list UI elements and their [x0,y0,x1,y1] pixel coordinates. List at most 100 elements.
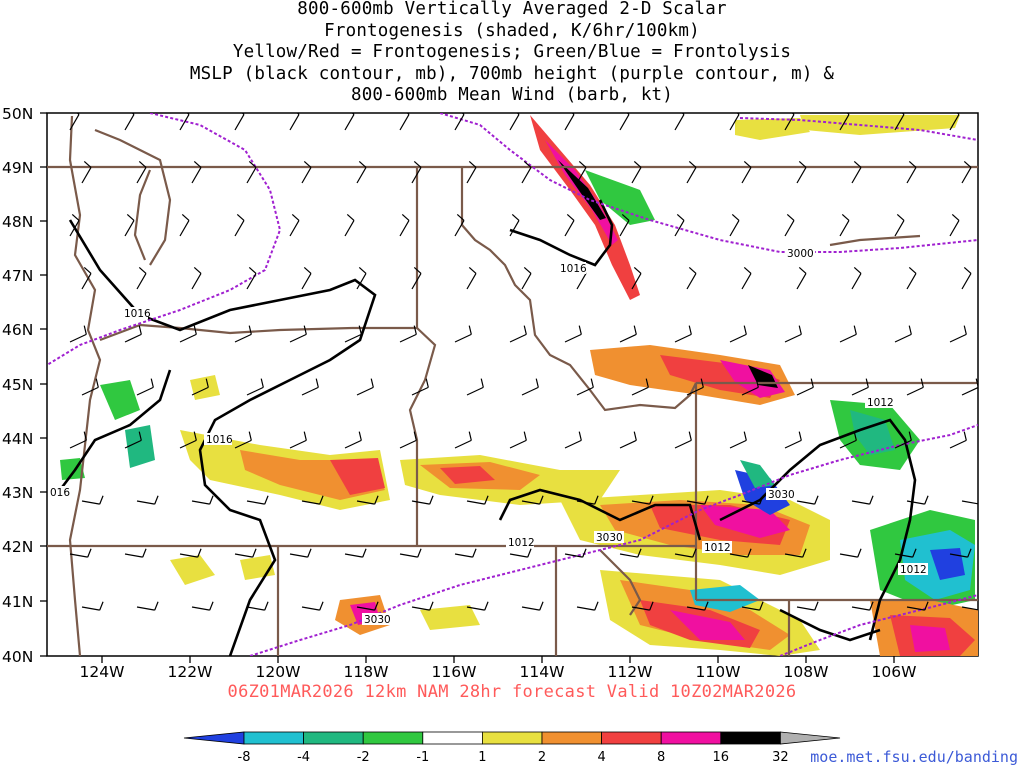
wind-barb-flag [621,213,630,221]
wind-barb-shaft [179,114,190,131]
colorbar-swatch [422,731,483,745]
wind-barb-shaft [686,167,697,184]
colorbar-label: 8 [657,750,665,765]
wind-barb-shaft [356,273,367,290]
wind-barb-flag [539,601,544,611]
wind-barb-shaft [631,500,650,505]
colorbar-label: 2 [538,750,546,765]
wind-barb-shaft [839,439,857,449]
wind-barb-flag [700,378,704,388]
wind-barb-flag [484,601,489,611]
lat-label: 49N [2,159,33,177]
wind-barb-shaft [136,386,154,396]
wind-barb-flag [241,113,245,115]
wind-barb-flag [853,325,857,335]
wind-barb-flag [956,113,960,115]
wind-barb-flag [755,378,759,388]
wind-barb-flag [633,431,637,441]
wind-barb-flag [975,378,978,388]
wind-barb-flag [291,213,300,221]
wind-barb-flag [814,495,819,505]
wind-barb-flag [193,431,197,441]
wind-barb-shaft [344,439,362,449]
colorbar-swatch [243,731,304,745]
wind-barb-shaft [894,553,913,558]
wind-barb-flag [798,325,802,335]
wind-barb-shaft [454,333,472,343]
wind-barb-shaft [961,386,978,396]
wind-barb-shaft [179,220,190,237]
wind-barb-flag [429,495,434,505]
wind-barb-shaft [124,553,143,558]
wind-barb-shaft [191,386,209,396]
lon-label: 112W [608,663,653,681]
wind-barb-flag [83,266,92,274]
wind-barb-flag [516,113,520,115]
wind-barb-flag [95,378,99,388]
wind-barb-flag [429,601,434,611]
wind-barb-shaft [136,273,147,290]
wind-barb-shaft [81,273,92,290]
wind-barb-shaft [399,333,417,343]
wind-barb-shaft [796,606,815,611]
wind-barb-flag [704,495,709,505]
wind-barb-shaft [356,386,374,396]
colorbar-label: -4 [297,750,310,765]
lat-label: 46N [2,321,33,339]
wind-barb-flag [676,213,685,221]
wind-barb-shaft [564,114,575,131]
wind-barb-flag [571,113,575,115]
colorbar-label: 4 [597,750,605,765]
wind-barb-shaft [69,114,80,131]
wind-barb-shaft [521,606,540,611]
wind-barb-flag [688,431,692,441]
wind-barb-shaft [234,114,245,131]
wind-barb-shaft [246,167,257,184]
wind-barb-flag [358,325,362,335]
wind-barb-flag [523,266,532,274]
wind-barb-shaft [191,273,202,290]
wind-barb-shaft [729,220,740,237]
wind-barb-shaft [411,386,429,396]
wind-barb-flag [374,495,379,505]
state-borders [47,115,978,656]
wind-barb-shaft [564,439,582,449]
wind-barb-shaft [344,553,363,558]
wind-barb-flag [303,160,312,168]
wind-barb-flag [138,160,147,168]
mslp-label: 1016 [124,308,151,320]
colorbar-swatch [303,731,364,745]
wind-barb-flag [417,548,422,558]
wind-barb-shaft [301,500,320,505]
wind-barb-shaft [466,386,484,396]
wind-barb-flag [205,378,209,388]
wind-barb-shaft [81,500,100,505]
wind-barb-flag [865,378,869,388]
colorbar-swatch [481,731,543,745]
title-line-2: Frontogenesis (shaded, K/6hr/100km) [324,20,700,41]
wind-barb-flag [456,213,465,221]
colorbar-label: 32 [772,750,789,765]
wind-barb-flag [193,160,202,168]
lat-label: 40N [2,648,33,666]
wind-barb-shaft [894,439,912,449]
wind-barb-shaft [674,553,693,558]
lon-label: 118W [344,663,389,681]
wind-barb-flag [912,548,917,558]
wind-barb-flag [594,601,599,611]
wind-barb-shaft [191,606,210,611]
wind-barb-flag [963,266,972,274]
wind-barb-shaft [796,273,807,290]
wind-barb-flag [236,213,245,221]
height-label: 3030 [596,532,623,544]
wind-barb-flag [351,113,355,115]
wind-barb-shaft [619,439,637,449]
wind-barb-shaft [906,167,917,184]
wind-barb-flag [908,160,917,168]
wind-barb-flag [594,495,599,505]
wind-barb-flag [319,601,324,611]
wind-barb-flag [980,496,983,504]
wind-barb-shaft [191,500,210,505]
title-line-5: 800-600mb Mean Wind (barb, kt) [350,85,674,106]
colorbar-swatch [601,731,662,745]
